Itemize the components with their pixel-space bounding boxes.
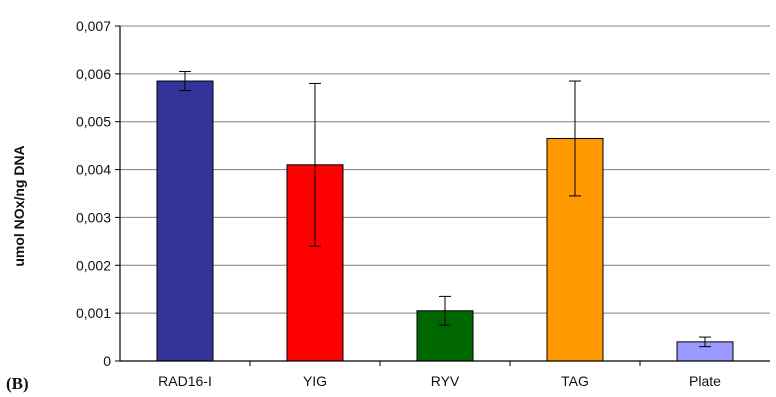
bar [156, 80, 214, 362]
y-tick-label: 0,003 [76, 209, 111, 225]
y-tick-label: 0,002 [76, 257, 111, 273]
y-tick-label: 0,001 [76, 305, 111, 321]
error-bars [179, 70, 711, 348]
x-tick-label: TAG [561, 373, 589, 389]
y-tick-label: 0,005 [76, 114, 111, 130]
panel-label: (B) [6, 374, 29, 393]
y-tick-label: 0 [103, 353, 111, 369]
y-tick-label: 0,006 [76, 66, 111, 82]
y-tick-label: 0,004 [76, 162, 111, 178]
x-tick-labels: RAD16-I YIG RYV TAG Plate [158, 373, 721, 389]
axes [115, 25, 770, 366]
y-tick-label: 0,007 [76, 18, 111, 34]
x-tick-label: YIG [303, 373, 327, 389]
y-tick-labels: 0 0,001 0,002 0,003 0,004 0,005 0,006 0,007 [76, 18, 111, 369]
x-tick-label: Plate [689, 373, 721, 389]
x-tick-label: RAD16-I [158, 373, 212, 389]
x-tick-label: RYV [431, 373, 460, 389]
y-axis-label: umol NOx/ng DNA [11, 145, 27, 266]
gridlines [120, 25, 770, 314]
